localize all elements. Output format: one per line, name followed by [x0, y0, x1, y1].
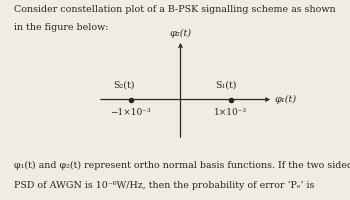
- Text: Consider constellation plot of a B-PSK signalling scheme as shown: Consider constellation plot of a B-PSK s…: [14, 5, 336, 14]
- Text: 1×10⁻³: 1×10⁻³: [214, 108, 247, 117]
- Text: φ₂(t): φ₂(t): [169, 28, 191, 38]
- Text: in the figure below:: in the figure below:: [14, 23, 108, 32]
- Text: PSD of AWGN is 10⁻⁶W/Hz, then the probability of error ‘Pₑ’ is: PSD of AWGN is 10⁻⁶W/Hz, then the probab…: [14, 181, 314, 190]
- Text: −1×10⁻³: −1×10⁻³: [110, 108, 151, 117]
- Text: S₂(t): S₂(t): [114, 80, 135, 89]
- Text: φ₁(t): φ₁(t): [275, 95, 297, 104]
- Text: φ₁(t) and φ₂(t) represent ortho normal basis functions. If the two sided: φ₁(t) and φ₂(t) represent ortho normal b…: [14, 161, 350, 170]
- Text: S₁(t): S₁(t): [216, 80, 237, 89]
